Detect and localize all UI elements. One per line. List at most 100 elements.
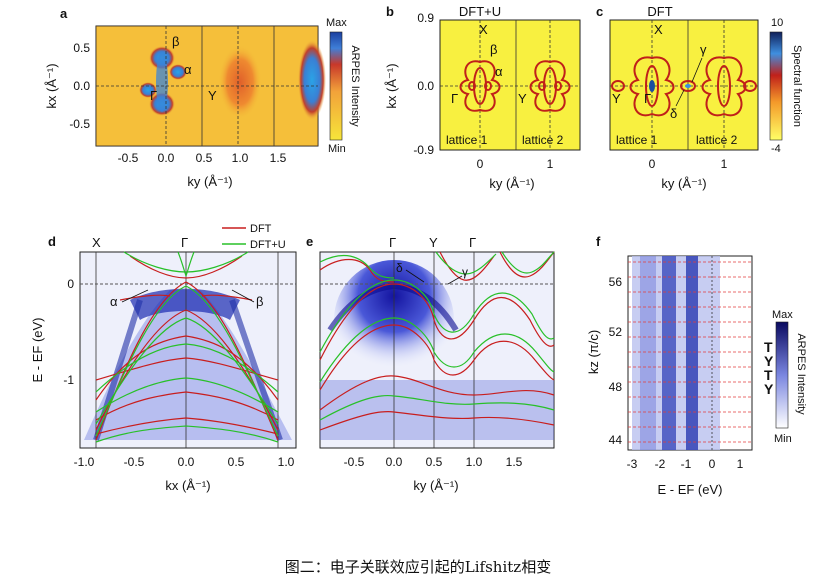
y-tick-label: 48 [609,380,623,394]
panel-letter: e [306,234,313,249]
panel-letter: a [60,6,68,21]
x-tick-label: 0 [649,157,656,171]
x-tick-label: 1.0 [278,455,295,469]
colorbar-title: Spectral function [791,45,803,127]
x-point-label: X [92,235,101,250]
x-tick-label: 0.5 [426,455,443,469]
gamma-band-pointer [691,57,703,83]
x-tick-label: -3 [627,457,638,471]
x-tick-label: 0.0 [158,151,175,165]
gamma-point-label: Γ [181,235,188,250]
y-tick-label: -0.9 [413,143,434,157]
panel-a: a Γ Y β α 0.5 0.0 -0.5 -0.5 0.0 0.5 1.0 … [44,6,361,189]
dft-u-bands [95,251,279,443]
panel-letter: b [386,4,394,19]
gamma-point-label: Γ [150,88,157,103]
legend-dftu-label: DFT+U [250,239,286,251]
colorbar-max-label: 10 [771,17,783,29]
kz-point-label-y: Y [764,353,774,369]
colorbar [329,31,343,141]
delta-pocket-core [649,80,655,92]
panel-letter: d [48,234,56,249]
panel-f: f 56 52 48 44 -3 -2 -1 0 1 E [586,234,807,497]
y-tick-label: 44 [609,433,623,447]
y-point-label: Y [518,91,527,106]
panel-title: DFT [647,4,672,19]
x-tick-label: -0.5 [124,455,145,469]
panel-c: c DFT X γ δ Y Γ lattice 1 lattice 2 0 1 … [596,4,803,191]
colorbar-min-label: Min [328,143,346,155]
alpha-band-label: α [184,62,192,77]
x-tick-label: 0.0 [386,455,403,469]
x-tick-label: 1 [737,457,744,471]
y-axis-title: kx (Å⁻¹) [384,63,399,108]
panel-letter: f [596,234,601,249]
x-point-label: X [479,22,488,37]
lattice-1-label: lattice 1 [446,133,488,147]
x-tick-label: -0.5 [118,151,139,165]
x-axis-title: ky (Å⁻¹) [187,174,232,189]
fermi-pocket-alpha [169,64,187,80]
alpha-band-pointer [121,289,149,303]
x-tick-label: -2 [655,457,666,471]
kz-high-symmetry-lines [628,261,752,443]
intensity-stripe [640,256,656,450]
gamma-point-label: Γ [451,91,458,106]
panel-b: b DFT+U X β α Γ Y lattice 1 lattice 2 0.… [384,4,581,191]
kz-point-label-y: Y [764,381,774,397]
x-tick-label: 1.0 [466,455,483,469]
delta-band-label: δ [670,106,677,121]
y-tick-label: 56 [609,275,623,289]
y-tick-label: -0.5 [69,117,90,131]
beta-band-pointer [231,289,255,303]
delta-band-pointer [405,269,425,283]
spectral-map-background [609,19,759,151]
y-axis-title: kz (π/c) [586,330,601,374]
gamma-point-label: Γ [469,235,476,250]
x-tick-label: 0.5 [196,151,213,165]
gamma-pocket-core [685,84,691,88]
x-tick-label: 0.0 [178,455,195,469]
alpha-band-label: α [495,64,503,79]
x-tick-label: 1.5 [270,151,287,165]
x-axis-title: ky (Å⁻¹) [413,478,458,493]
gamma-band-pointer [447,275,463,285]
x-tick-label: 1.5 [506,455,523,469]
y-tick-label: 52 [609,325,623,339]
lattice-1-label: lattice 1 [616,133,658,147]
lattice-2-label: lattice 2 [522,133,564,147]
y-tick-label: 0.0 [73,79,90,93]
x-axis-title: E - EF (eV) [657,482,722,497]
intensity-stripe [686,256,698,450]
x-tick-label: 0.5 [228,455,245,469]
fermi-pocket-center [156,52,168,112]
colorbar-min-label: Min [774,433,792,445]
y-tick-label: -1 [63,373,74,387]
y-tick-label: 0.0 [417,79,434,93]
x-tick-label: 1 [547,157,554,171]
fermi-contours-lattice1 [611,56,696,117]
lattice-2-label: lattice 2 [696,133,738,147]
beta-band-label: β [256,294,263,309]
colorbar-max-label: Max [772,309,793,321]
x-axis-title: ky (Å⁻¹) [489,176,534,191]
kz-point-label-t: T [764,367,773,383]
beta-band-label: β [172,34,179,49]
legend-dft-label: DFT [250,223,272,235]
colorbar-max-label: Max [326,17,347,29]
y-tick-label: 0.9 [417,11,434,25]
x-tick-label: -1.0 [74,455,95,469]
y-axis-title: E - EF (eV) [30,317,45,382]
alpha-band-label: α [110,294,118,309]
x-tick-label: -0.5 [344,455,365,469]
beta-band-label: β [490,42,497,57]
fermi-contours-lattice2 [529,60,571,112]
colorbar-title: ARPES Intensity [795,333,807,415]
intensity-spot [218,44,262,120]
figure-caption: 图二：电子关联效应引起的Lifshitz相变 [284,558,552,576]
delta-band-pointer [675,89,685,107]
y-tick-label: 0.5 [73,41,90,55]
x-tick-label: 1.0 [232,151,249,165]
gamma-band-label: γ [462,265,468,279]
x-tick-label: -1 [681,457,692,471]
